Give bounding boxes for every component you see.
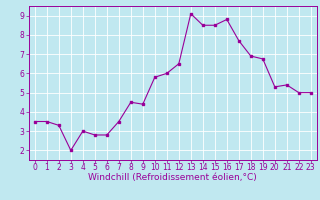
- X-axis label: Windchill (Refroidissement éolien,°C): Windchill (Refroidissement éolien,°C): [88, 173, 257, 182]
